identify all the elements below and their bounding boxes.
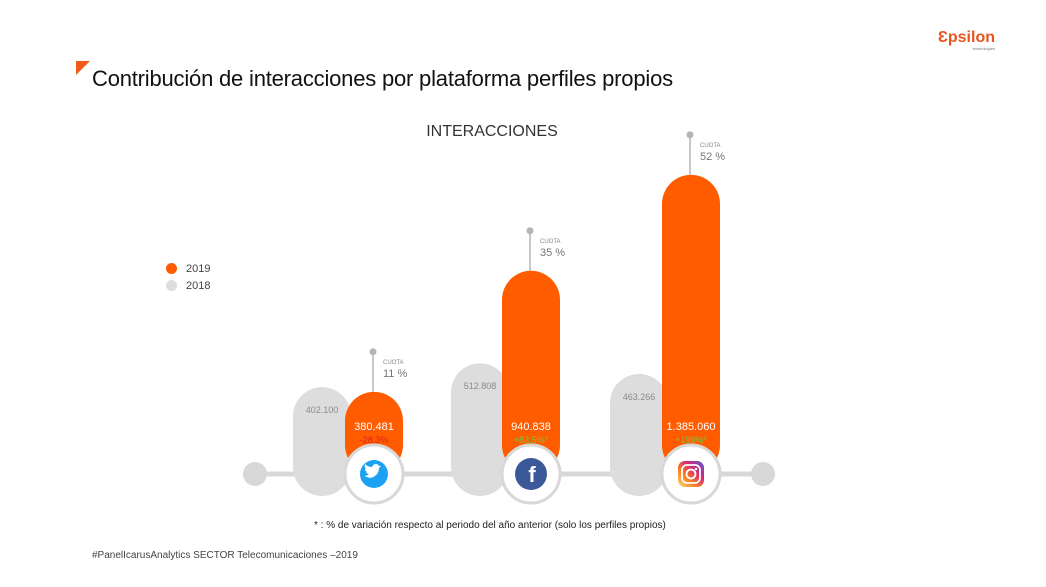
- share-pointer-dot-twitter: [369, 348, 377, 356]
- share-pointer-dot-instagram: [686, 131, 694, 139]
- page-footer: #PanelIcarusAnalytics SECTOR Telecomunic…: [92, 550, 358, 561]
- share-caption-twitter: CUOTA: [383, 360, 404, 366]
- twitter-bird-glyph: [364, 464, 381, 478]
- legend-item-2018: 2018: [166, 277, 210, 294]
- value-label-2019-facebook: 940.838: [511, 421, 551, 433]
- value-label-2019-instagram: 1.385.060: [667, 421, 716, 433]
- share-caption-facebook: CUOTA: [540, 239, 561, 245]
- instagram-frame-glyph: [681, 464, 701, 484]
- epsilon-logo: Ɛpsilon technologies: [931, 29, 995, 51]
- bar-2019-facebook: [502, 270, 560, 474]
- value-label-2018-instagram: 463.266: [623, 392, 656, 402]
- bar-2018-twitter: [293, 387, 351, 496]
- instagram-icon: [678, 461, 704, 487]
- value-label-2018-facebook: 512.808: [464, 381, 497, 391]
- value-label-2019-twitter: 380.481: [354, 421, 394, 433]
- title-corner-mark: [76, 61, 90, 75]
- legend-label-2019: 2019: [186, 262, 211, 275]
- chart-title: INTERACCIONES: [426, 123, 558, 140]
- bar-2018-facebook: [451, 363, 509, 496]
- share-pointer-dot-facebook: [526, 227, 534, 235]
- legend-label-2018: 2018: [186, 279, 211, 292]
- legend-swatch-2018: [166, 280, 177, 291]
- variation-label-facebook: +83,5%*: [514, 435, 549, 445]
- bar-2018-instagram: [610, 373, 668, 496]
- value-label-2018-twitter: 402.100: [306, 405, 339, 415]
- page-title: Contribución de interacciones por plataf…: [92, 66, 673, 91]
- variation-label-instagram: +199%*: [675, 435, 707, 445]
- chart-legend: 2019 2018: [166, 260, 210, 294]
- timeline-end-left: [243, 462, 267, 486]
- timeline-end-right: [751, 462, 775, 486]
- variation-label-twitter: -28,3%: [360, 435, 389, 445]
- share-caption-instagram: CUOTA: [700, 143, 721, 149]
- share-value-instagram: 52 %: [700, 151, 725, 163]
- chart-footnote: * : % de variación respecto al periodo d…: [314, 520, 666, 531]
- legend-swatch-2019: [166, 263, 177, 274]
- share-value-twitter: 11 %: [383, 368, 407, 380]
- facebook-f-glyph: f: [528, 462, 536, 487]
- share-value-facebook: 35 %: [540, 247, 565, 259]
- legend-item-2019: 2019: [166, 260, 210, 277]
- logo-word: Ɛpsilon: [937, 29, 995, 46]
- facebook-icon: [515, 458, 547, 490]
- bar-2019-instagram: [662, 174, 720, 475]
- logo-subtitle: technologies: [972, 46, 995, 51]
- instagram-lens-glyph: [685, 468, 697, 480]
- instagram-flash-glyph: [694, 467, 698, 471]
